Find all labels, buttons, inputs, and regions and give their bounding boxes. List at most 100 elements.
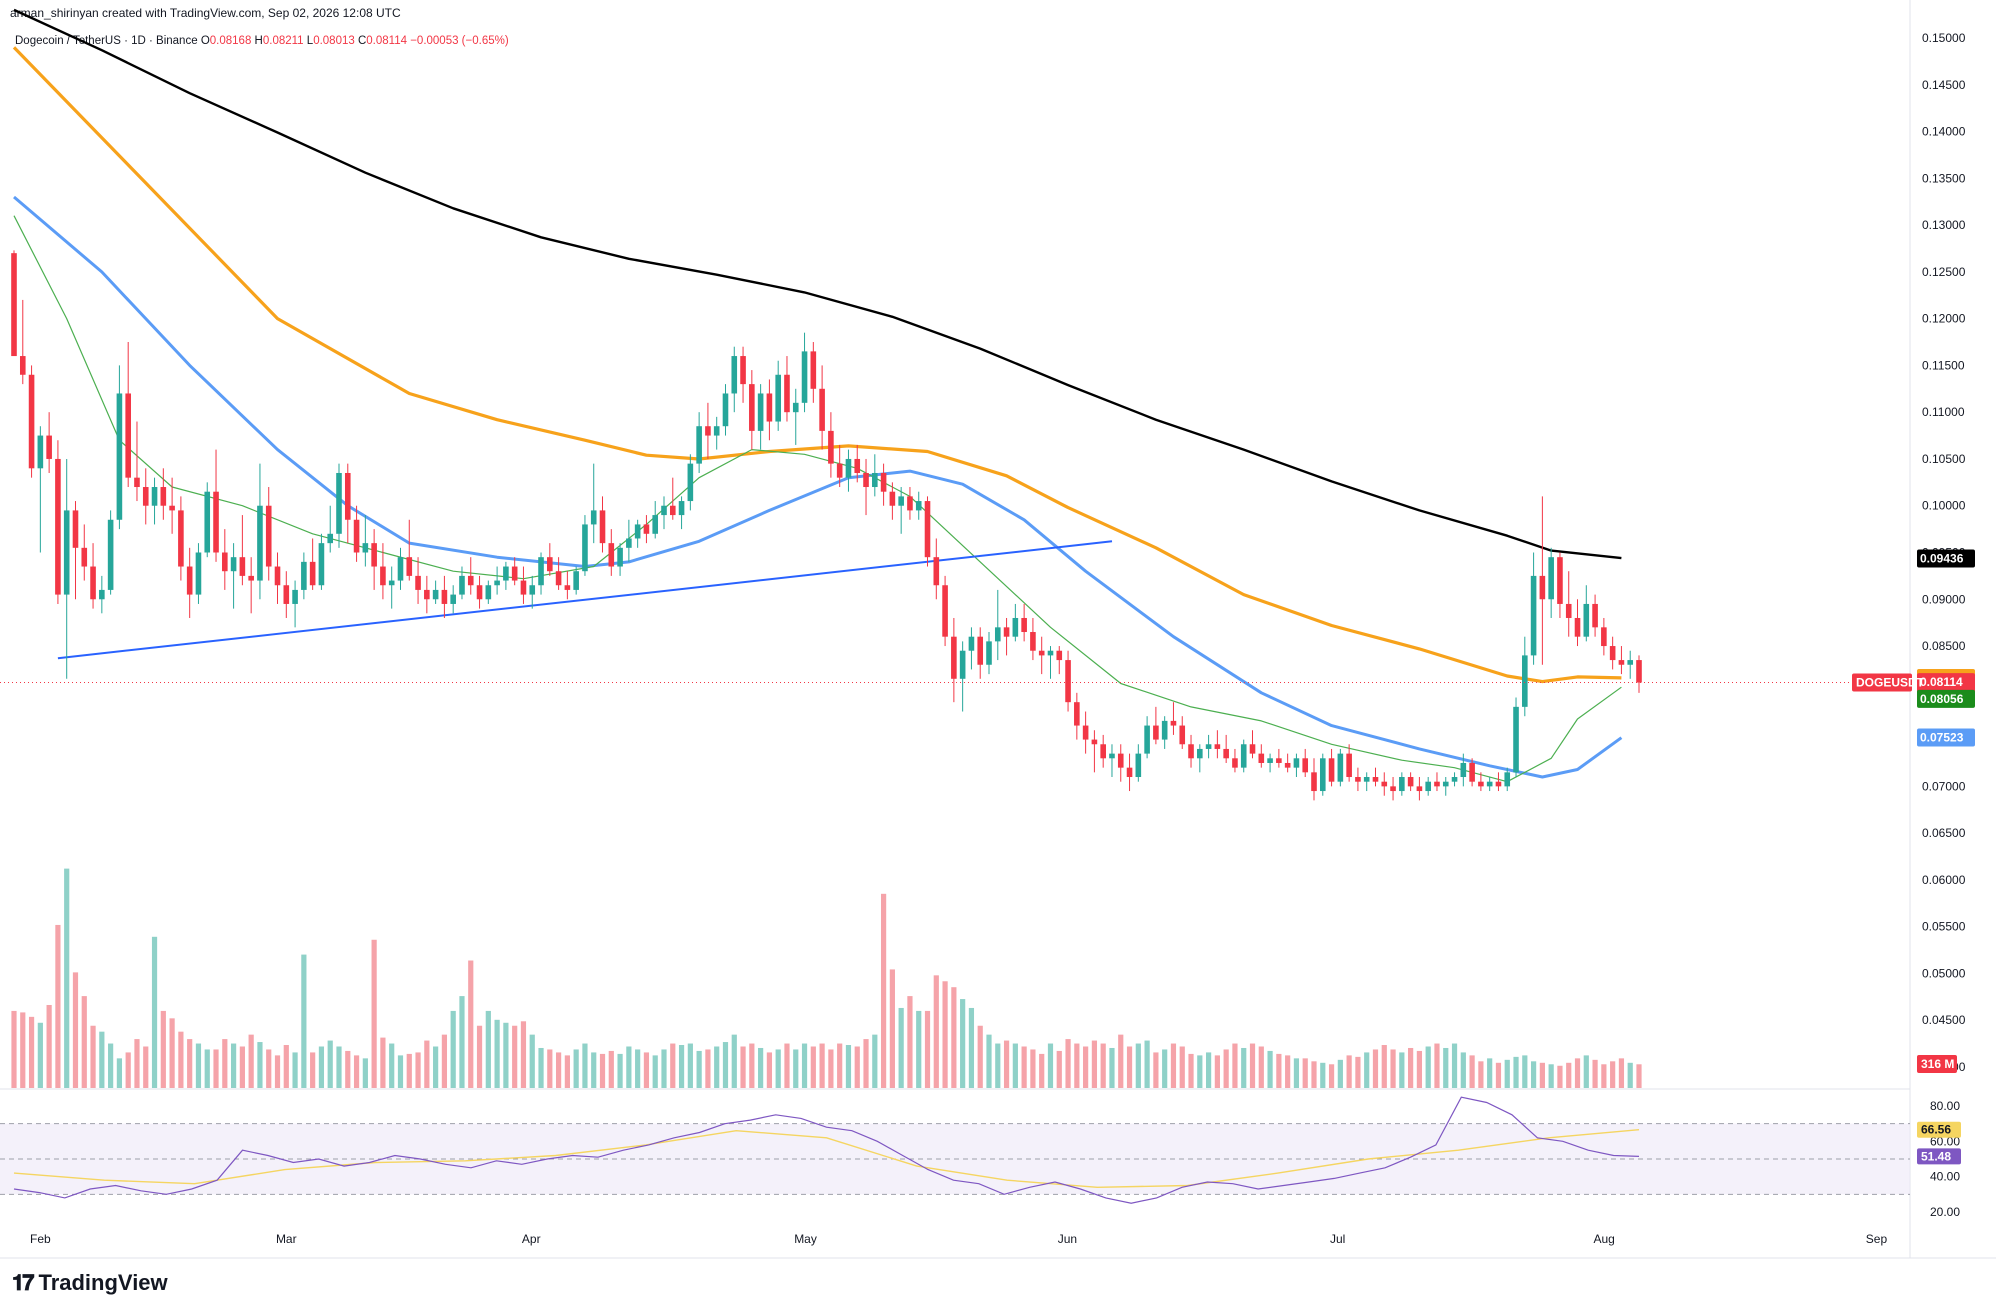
candle-body: [1065, 660, 1071, 703]
candle-body: [1530, 575, 1537, 656]
candle-body: [1284, 762, 1291, 768]
volume-bar: [1408, 1047, 1414, 1088]
volume-bar: [670, 1043, 676, 1088]
volume-bar: [1469, 1055, 1475, 1088]
candle-body: [573, 571, 579, 590]
candle-body: [880, 472, 887, 492]
volume-bar: [1223, 1049, 1229, 1088]
time-axis-label: Jun: [1058, 1232, 1077, 1246]
volume-bar: [845, 1045, 852, 1088]
symbol-tag: [1852, 673, 1912, 692]
volume-bar: [1285, 1055, 1291, 1088]
candle-body: [801, 351, 808, 403]
price-tag-label: 0.08056: [1920, 692, 1964, 706]
volume-bar: [433, 1046, 439, 1088]
volume-bar: [1126, 1046, 1133, 1088]
candle-body: [1399, 777, 1405, 792]
candle-body: [107, 519, 114, 590]
volume-bar: [485, 1010, 491, 1088]
candle-body: [713, 426, 720, 436]
candle-body: [90, 566, 96, 600]
volume-bar: [1539, 1062, 1545, 1088]
candle-body: [1609, 646, 1616, 661]
candle-body: [178, 510, 184, 567]
candle-body: [968, 636, 975, 651]
time-axis-label: Feb: [30, 1232, 51, 1246]
volume-bar: [1487, 1058, 1493, 1088]
volume-bar: [1320, 1062, 1326, 1088]
volume-bar: [617, 1053, 623, 1088]
rsi-tag-label: 66.56: [1921, 1123, 1951, 1137]
candle-body: [757, 393, 764, 431]
volume-bar: [1153, 1052, 1159, 1088]
volume-bar: [573, 1049, 579, 1088]
price-axis-label: 0.13500: [1922, 171, 1966, 185]
volume-bar: [1399, 1052, 1405, 1088]
volume-bar: [1311, 1061, 1317, 1088]
volume-bar: [995, 1043, 1001, 1088]
candle-body: [63, 510, 70, 595]
candle-body: [1205, 744, 1212, 749]
volume-bar: [1451, 1043, 1458, 1088]
candle-body: [564, 585, 571, 590]
tradingview-logo[interactable]: 𝟏𝟕 TradingView: [12, 1270, 168, 1296]
candle-body: [652, 515, 659, 534]
volume-bar: [626, 1046, 632, 1088]
candle-body: [669, 505, 676, 516]
volume-bar: [1135, 1043, 1141, 1088]
candle-body: [99, 589, 105, 600]
candle-body: [766, 393, 773, 422]
time-axis-label: Apr: [522, 1232, 541, 1246]
volume-bar: [274, 1055, 281, 1088]
candle-body: [248, 575, 254, 581]
candle-body: [1179, 725, 1186, 745]
candle-body: [1249, 744, 1256, 754]
volume-bar: [178, 1031, 184, 1088]
rsi-tag-label: 51.48: [1921, 1149, 1951, 1163]
volume-bar: [1302, 1058, 1308, 1088]
price-axis-label: 0.12000: [1922, 312, 1966, 326]
volume-bar: [731, 1034, 737, 1088]
volume-bar: [758, 1047, 764, 1088]
candle-body: [1460, 762, 1467, 778]
candle-body: [705, 426, 711, 436]
price-tag-label: 0.09436: [1920, 551, 1964, 565]
candle-body: [1170, 720, 1177, 726]
candle-body: [1618, 660, 1625, 665]
price-axis-label: 0.11500: [1922, 358, 1965, 372]
volume-bar: [635, 1049, 641, 1088]
volume-bar: [1495, 1062, 1502, 1088]
candle-body: [643, 524, 650, 534]
volume-bar: [283, 1045, 289, 1088]
candle-body: [309, 561, 316, 586]
volume-bar: [1328, 1064, 1335, 1088]
volume-bar: [1504, 1059, 1510, 1088]
candle-body: [924, 501, 931, 558]
candle-body: [1293, 758, 1300, 768]
candle-body: [380, 566, 386, 586]
candle-body: [1109, 753, 1115, 759]
candle-body: [274, 566, 281, 586]
volume-bar: [819, 1043, 825, 1088]
candle-body: [942, 585, 948, 637]
candle-body: [1486, 781, 1493, 787]
volume-bar: [46, 1004, 52, 1088]
volume-bar: [476, 1025, 483, 1088]
volume-bar: [28, 1016, 35, 1088]
volume-bar: [1355, 1056, 1361, 1088]
price-axis-label: 0.12500: [1922, 265, 1966, 279]
volume-bar: [353, 1055, 360, 1088]
volume-bar: [1214, 1055, 1220, 1088]
rsi-axis-label: 40.00: [1930, 1170, 1960, 1184]
volume-bar: [1065, 1039, 1071, 1088]
volume-bar: [362, 1058, 368, 1088]
candle-body: [986, 641, 992, 665]
volume-tag: [1917, 1055, 1957, 1073]
candle-body: [134, 477, 140, 488]
volume-bar: [933, 975, 939, 1088]
candle-body: [292, 589, 298, 604]
volume-bar: [1522, 1055, 1528, 1088]
candle-body: [784, 374, 790, 413]
volume-bar: [810, 1046, 816, 1088]
